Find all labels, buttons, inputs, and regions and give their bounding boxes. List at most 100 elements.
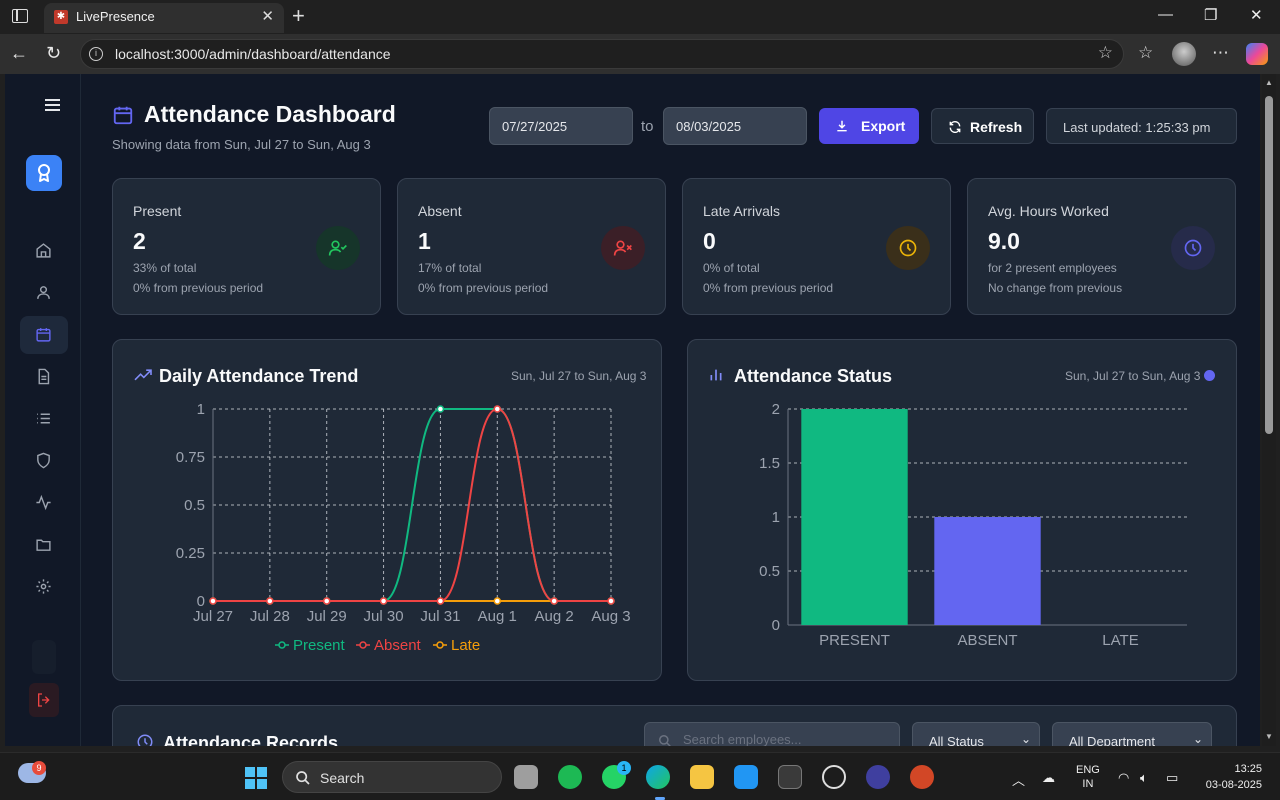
clock-date: 03-08-2025: [1205, 779, 1262, 791]
scroll-thumb[interactable]: [1265, 96, 1273, 434]
whatsapp-badge: 1: [617, 761, 631, 775]
restore-icon[interactable]: ❐: [1204, 7, 1218, 24]
chevron-up-icon[interactable]: ︿: [1012, 773, 1026, 788]
tab-actions-icon[interactable]: [12, 9, 28, 23]
eclipse-icon[interactable]: [866, 765, 890, 789]
card-label: Avg. Hours Worked: [988, 203, 1109, 219]
department-filter-value: All Department: [1069, 734, 1155, 746]
clock-icon: [137, 734, 153, 746]
volume-icon[interactable]: 🔈︎: [1140, 770, 1148, 785]
sidebar-item-settings[interactable]: [20, 568, 68, 606]
calendar-icon: [36, 328, 51, 342]
search-icon: [296, 771, 310, 785]
y-tick-label: 0.25: [176, 545, 205, 562]
close-window-icon[interactable]: ✕: [1250, 7, 1263, 24]
status-filter-select[interactable]: All Status ⌄: [912, 722, 1040, 746]
sidebar-item-users[interactable]: [20, 274, 68, 312]
list-icon: [37, 413, 50, 424]
chatgpt-icon[interactable]: [822, 765, 846, 789]
taskbar-search[interactable]: Search: [282, 761, 502, 793]
user-icon: [37, 286, 50, 299]
attendance-status-chart: 0 0.5 1 1.5 2 PRESENT ABSENT LATE: [759, 401, 1187, 649]
file-text-icon: [38, 368, 50, 385]
sidebar-item-reports[interactable]: [20, 358, 68, 396]
main-content: Attendance Dashboard Showing data from S…: [81, 74, 1260, 746]
x-tick-label: Jul 29: [307, 608, 347, 625]
edge-icon[interactable]: [646, 765, 670, 789]
close-tab-icon[interactable]: ✕: [261, 8, 274, 25]
department-filter-select[interactable]: All Department ⌄: [1052, 722, 1212, 746]
browser-tab-bar: ✱ LivePresence ✕ + — ❐ ✕: [0, 0, 1280, 34]
search-input[interactable]: [683, 732, 893, 746]
page-scrollbar[interactable]: ▲ ▼: [1262, 74, 1276, 746]
language-indicator[interactable]: ENG IN: [1076, 763, 1100, 791]
data-point-absent: [209, 597, 217, 605]
windows-start-icon[interactable]: [245, 767, 267, 789]
trend-range: Sun, Jul 27 to Sun, Aug 3: [511, 369, 647, 383]
sidebar-item-attendance[interactable]: [20, 316, 68, 354]
sidebar-item-activity[interactable]: [20, 484, 68, 522]
browser-tab[interactable]: ✱ LivePresence ✕: [44, 3, 284, 33]
sidebar-item-list[interactable]: [20, 400, 68, 438]
url-bar[interactable]: i localhost:3000/admin/dashboard/attenda…: [80, 39, 1124, 69]
new-tab-icon[interactable]: +: [292, 3, 305, 28]
battery-icon[interactable]: ▭: [1166, 770, 1179, 785]
onedrive-icon[interactable]: ☁: [1042, 770, 1055, 785]
system-clock[interactable]: 13:25 03-08-2025: [1200, 761, 1262, 793]
user-check-icon: [316, 226, 360, 270]
data-point-absent: [266, 597, 274, 605]
calendar-icon: [113, 106, 133, 125]
favorites-icon[interactable]: ☆: [1138, 43, 1154, 62]
date-to-input[interactable]: 08/03/2025: [663, 107, 807, 145]
sidebar-item-security[interactable]: [20, 442, 68, 480]
profile-avatar[interactable]: [1172, 42, 1196, 66]
vscode-icon[interactable]: [734, 765, 758, 789]
user-x-icon: [601, 226, 645, 270]
logo-badge-icon[interactable]: [26, 155, 62, 191]
code-app-icon[interactable]: [778, 765, 802, 789]
copilot-icon[interactable]: [1246, 43, 1268, 65]
x-tick-label: LATE: [1102, 632, 1138, 649]
wifi-icon[interactable]: ◠: [1118, 770, 1130, 785]
data-point-absent: [607, 597, 615, 605]
windows-taskbar: 9 Search 1 ︿ ☁ ENG IN ◠ 🔈︎ ▭ 13:25 03-08…: [0, 752, 1280, 800]
bar-absent: [934, 517, 1041, 625]
status-filter-value: All Status: [929, 734, 984, 746]
favorite-star-icon[interactable]: ☆: [1097, 43, 1113, 62]
data-point-absent: [322, 597, 331, 605]
spotify-icon[interactable]: [558, 765, 582, 789]
date-from-input[interactable]: 07/27/2025: [489, 107, 633, 145]
menu-icon[interactable]: [45, 99, 60, 111]
task-view-icon[interactable]: [514, 765, 538, 789]
x-tick-label: Jul 27: [193, 608, 233, 625]
employee-search[interactable]: [644, 722, 900, 746]
more-icon[interactable]: ⋯: [1212, 43, 1229, 62]
scroll-up-icon[interactable]: ▲: [1265, 78, 1273, 87]
app-viewport: Attendance Dashboard Showing data from S…: [5, 74, 1260, 746]
x-tick-label: Aug 2: [535, 608, 574, 625]
site-info-icon[interactable]: i: [89, 47, 103, 61]
back-icon[interactable]: ←: [10, 43, 28, 63]
card-change: 0% from previous period: [133, 281, 264, 295]
bar-present: [801, 409, 908, 625]
logout-icon: [38, 693, 50, 707]
card-change: 0% from previous period: [418, 281, 549, 295]
reload-icon[interactable]: ↻: [46, 43, 62, 63]
status-range: Sun, Jul 27 to Sun, Aug 3: [1065, 369, 1201, 383]
card-percent: 0% of total: [703, 261, 760, 275]
search-icon: [659, 735, 671, 746]
sidebar-item-home[interactable]: [20, 232, 68, 270]
url-text[interactable]: localhost:3000/admin/dashboard/attendanc…: [115, 46, 391, 62]
logout-button[interactable]: [29, 683, 59, 717]
scroll-down-icon[interactable]: ▼: [1265, 732, 1273, 741]
powerpoint-icon[interactable]: [910, 765, 934, 789]
file-explorer-icon[interactable]: [690, 765, 714, 789]
lang-line2: IN: [1082, 778, 1094, 790]
sidebar-item-files[interactable]: [20, 526, 68, 564]
legend-marker-late: [436, 641, 444, 649]
export-button[interactable]: Export: [819, 108, 919, 144]
folder-icon: [36, 539, 51, 551]
minimize-icon[interactable]: —: [1158, 6, 1173, 23]
refresh-button[interactable]: Refresh: [931, 108, 1034, 144]
refresh-icon: [949, 120, 961, 134]
